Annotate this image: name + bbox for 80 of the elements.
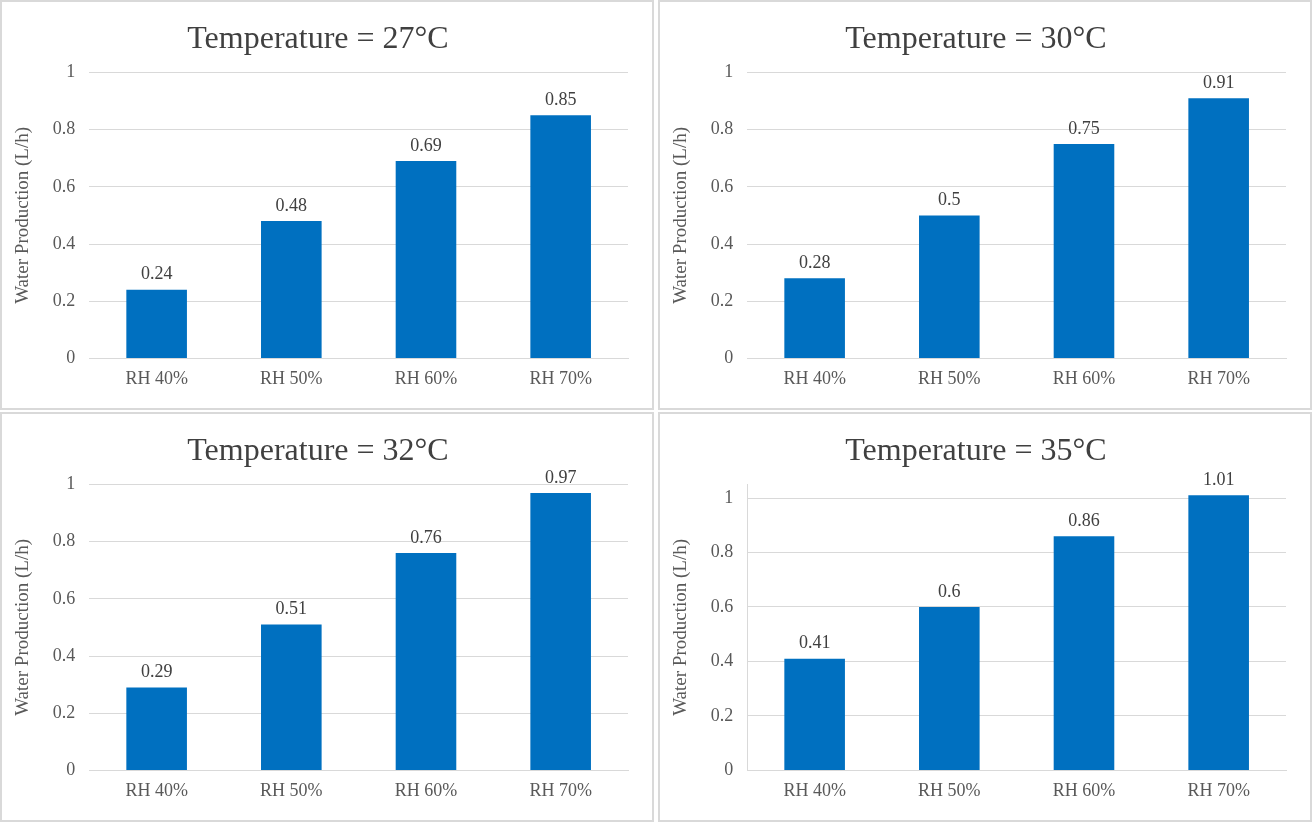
chart-title: Temperature = 27°C [187, 18, 449, 55]
y-tick-label: 0.8 [52, 118, 76, 139]
x-tick-label: RH 60% [1052, 367, 1116, 388]
y-tick-label: 0.6 [710, 595, 734, 616]
y-tick-label: 0.4 [52, 232, 76, 253]
y-axis-title: Water Production (L/h) [11, 538, 34, 716]
x-tick-label: RH 70% [1187, 367, 1250, 388]
y-tick-label: 0.6 [710, 175, 734, 196]
bar [530, 492, 591, 770]
bar [126, 687, 187, 770]
x-tick-label: RH 40% [783, 779, 846, 800]
data-label: 0.5 [938, 189, 961, 210]
data-label: 0.97 [544, 466, 577, 487]
y-tick-label: 1 [66, 473, 76, 494]
data-label: 0.85 [544, 89, 577, 110]
bar [1188, 495, 1249, 770]
bar [261, 624, 322, 770]
x-tick-label: RH 70% [529, 367, 592, 388]
x-tick-label: RH 40% [125, 367, 188, 388]
data-label: 0.41 [798, 632, 831, 653]
y-tick-label: 0.2 [710, 289, 734, 310]
y-tick-label: 0.2 [710, 704, 734, 725]
x-tick-label: RH 50% [260, 779, 323, 800]
bar [919, 606, 980, 770]
bar [1053, 536, 1115, 770]
x-tick-label: RH 40% [125, 779, 188, 800]
bar [784, 278, 845, 358]
x-tick-label: RH 60% [1052, 779, 1116, 800]
data-label: 0.6 [938, 580, 961, 601]
y-tick-label: 0.8 [710, 118, 734, 139]
bar [1188, 98, 1249, 358]
y-tick-label: 0.6 [52, 175, 76, 196]
data-label: 0.91 [1202, 71, 1235, 92]
y-tick-label: 1 [66, 61, 76, 82]
data-label: 0.69 [410, 134, 442, 155]
y-axis-title: Water Production (L/h) [669, 126, 692, 304]
data-label: 0.29 [140, 661, 173, 682]
bar [261, 221, 322, 358]
x-tick-label: RH 40% [783, 367, 846, 388]
y-tick-label: 0.4 [710, 232, 734, 253]
bar [395, 161, 457, 358]
chart-title: Temperature = 30°C [845, 18, 1107, 55]
x-tick-label: RH 70% [1187, 779, 1250, 800]
data-label: 0.86 [1068, 509, 1100, 530]
y-tick-label: 0.6 [52, 587, 76, 608]
bar [919, 215, 980, 358]
bar [126, 289, 187, 358]
y-axis-title: Water Production (L/h) [11, 126, 34, 304]
data-label: 0.24 [140, 263, 173, 284]
chart-title: Temperature = 32°C [187, 430, 449, 467]
y-tick-label: 0 [724, 347, 734, 368]
data-label: 0.75 [1068, 117, 1100, 138]
bar [395, 553, 457, 770]
chart-title: Temperature = 35°C [845, 430, 1107, 467]
bar [1053, 143, 1115, 358]
y-tick-label: 0.2 [52, 289, 76, 310]
x-tick-label: RH 60% [394, 779, 458, 800]
y-tick-label: 0.8 [710, 541, 734, 562]
bar [530, 115, 591, 358]
y-tick-label: 0.4 [52, 644, 76, 665]
x-tick-label: RH 50% [260, 367, 323, 388]
y-tick-label: 0.4 [710, 650, 734, 671]
y-tick-label: 1 [724, 61, 734, 82]
x-tick-label: RH 70% [529, 779, 592, 800]
y-tick-label: 0.8 [52, 530, 76, 551]
y-tick-label: 0 [724, 759, 734, 780]
bar [784, 658, 845, 770]
data-label: 1.01 [1202, 469, 1235, 490]
data-label: 0.48 [275, 194, 308, 215]
data-label: 0.28 [798, 252, 831, 273]
data-label: 0.76 [410, 526, 442, 547]
y-tick-label: 0.2 [52, 701, 76, 722]
y-tick-label: 1 [724, 486, 734, 507]
x-tick-label: RH 50% [918, 367, 981, 388]
y-tick-label: 0 [66, 347, 76, 368]
y-tick-label: 0 [66, 759, 76, 780]
x-tick-label: RH 50% [918, 779, 981, 800]
y-axis-title: Water Production (L/h) [669, 538, 692, 716]
data-label: 0.51 [275, 598, 308, 619]
x-tick-label: RH 60% [394, 367, 458, 388]
